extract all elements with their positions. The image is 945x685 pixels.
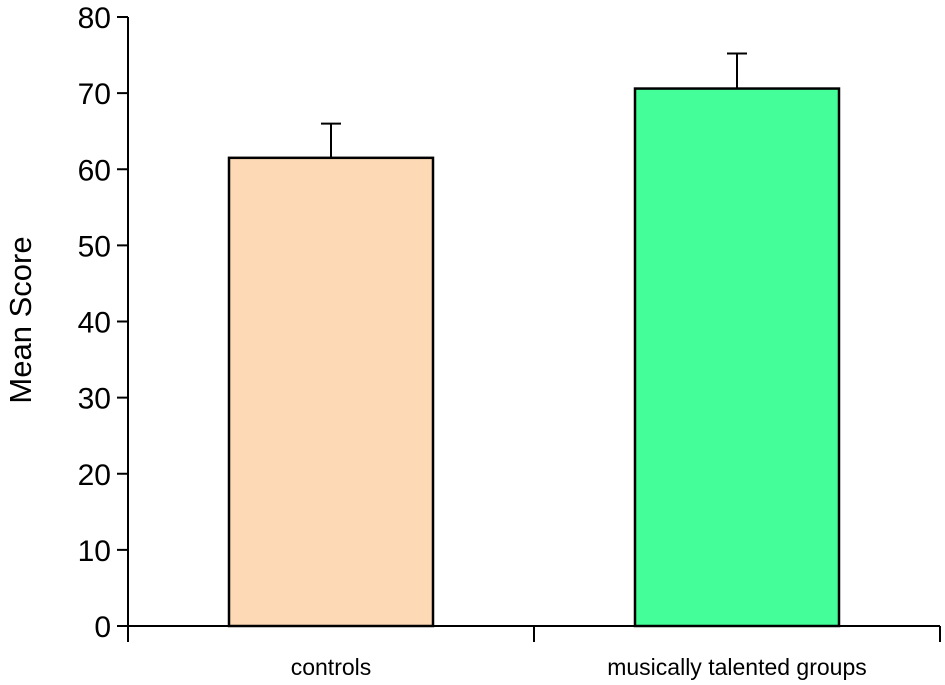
y-axis: 0 10 20 30 40 50 60 70 80 — [78, 2, 129, 644]
y-tick-label: 30 — [78, 383, 111, 416]
category-label-0: controls — [291, 654, 372, 680]
x-axis — [127, 625, 941, 642]
error-bars — [321, 52, 747, 158]
bars — [227, 87, 841, 628]
y-tick-label: 50 — [78, 230, 111, 263]
bar-1 — [633, 87, 841, 628]
y-tick-label: 20 — [78, 459, 111, 492]
y-tick-label: 0 — [94, 611, 111, 644]
y-tick-label: 80 — [78, 2, 111, 35]
y-axis-title: Mean Score — [3, 236, 38, 403]
y-tick-label: 70 — [78, 78, 111, 111]
category-label-1: musically talented groups — [607, 654, 867, 680]
bar-0 — [227, 156, 435, 628]
category-labels: controls musically talented groups — [291, 654, 867, 680]
y-tick-label: 10 — [78, 535, 111, 568]
y-tick-label: 40 — [78, 307, 111, 340]
y-tick-label: 60 — [78, 154, 111, 187]
